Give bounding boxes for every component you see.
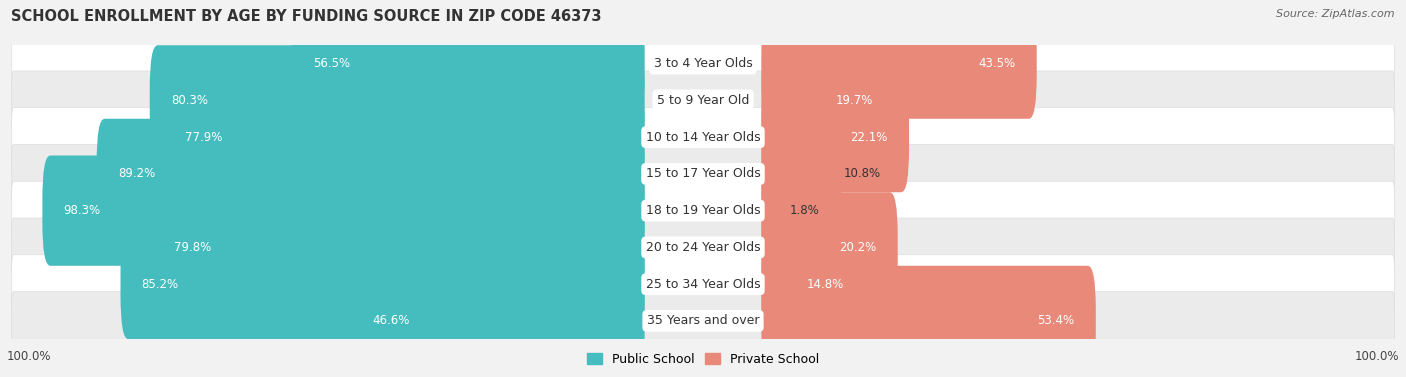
Text: 20.2%: 20.2% bbox=[839, 241, 876, 254]
FancyBboxPatch shape bbox=[11, 255, 1395, 314]
Text: 19.7%: 19.7% bbox=[837, 94, 873, 107]
FancyBboxPatch shape bbox=[761, 45, 894, 155]
FancyBboxPatch shape bbox=[42, 155, 645, 266]
FancyBboxPatch shape bbox=[11, 108, 1395, 167]
FancyBboxPatch shape bbox=[291, 8, 645, 119]
Text: 15 to 17 Year Olds: 15 to 17 Year Olds bbox=[645, 167, 761, 180]
FancyBboxPatch shape bbox=[761, 155, 787, 266]
Text: 14.8%: 14.8% bbox=[807, 278, 845, 291]
FancyBboxPatch shape bbox=[121, 229, 645, 339]
Text: 43.5%: 43.5% bbox=[979, 57, 1015, 70]
FancyBboxPatch shape bbox=[761, 119, 842, 229]
Legend: Public School, Private School: Public School, Private School bbox=[582, 348, 824, 371]
Text: Source: ZipAtlas.com: Source: ZipAtlas.com bbox=[1277, 9, 1395, 20]
FancyBboxPatch shape bbox=[11, 181, 1395, 240]
FancyBboxPatch shape bbox=[165, 82, 645, 192]
Text: 22.1%: 22.1% bbox=[851, 131, 887, 144]
Text: 100.0%: 100.0% bbox=[1354, 350, 1399, 363]
FancyBboxPatch shape bbox=[761, 8, 1036, 119]
Text: 98.3%: 98.3% bbox=[63, 204, 101, 217]
FancyBboxPatch shape bbox=[761, 229, 866, 339]
FancyBboxPatch shape bbox=[11, 144, 1395, 203]
Text: 18 to 19 Year Olds: 18 to 19 Year Olds bbox=[645, 204, 761, 217]
Text: 85.2%: 85.2% bbox=[142, 278, 179, 291]
Text: 25 to 34 Year Olds: 25 to 34 Year Olds bbox=[645, 278, 761, 291]
Text: 79.8%: 79.8% bbox=[174, 241, 211, 254]
FancyBboxPatch shape bbox=[149, 45, 645, 155]
Text: 3 to 4 Year Olds: 3 to 4 Year Olds bbox=[654, 57, 752, 70]
Text: 80.3%: 80.3% bbox=[172, 94, 208, 107]
FancyBboxPatch shape bbox=[11, 71, 1395, 130]
FancyBboxPatch shape bbox=[761, 82, 910, 192]
Text: 100.0%: 100.0% bbox=[7, 350, 52, 363]
Text: 5 to 9 Year Old: 5 to 9 Year Old bbox=[657, 94, 749, 107]
Text: 77.9%: 77.9% bbox=[186, 131, 222, 144]
Text: 10 to 14 Year Olds: 10 to 14 Year Olds bbox=[645, 131, 761, 144]
FancyBboxPatch shape bbox=[11, 34, 1395, 93]
FancyBboxPatch shape bbox=[11, 218, 1395, 277]
Text: 20 to 24 Year Olds: 20 to 24 Year Olds bbox=[645, 241, 761, 254]
FancyBboxPatch shape bbox=[153, 192, 645, 302]
Text: 35 Years and over: 35 Years and over bbox=[647, 314, 759, 327]
Text: 56.5%: 56.5% bbox=[314, 57, 350, 70]
FancyBboxPatch shape bbox=[11, 291, 1395, 350]
Text: 89.2%: 89.2% bbox=[118, 167, 155, 180]
FancyBboxPatch shape bbox=[350, 266, 645, 376]
Text: SCHOOL ENROLLMENT BY AGE BY FUNDING SOURCE IN ZIP CODE 46373: SCHOOL ENROLLMENT BY AGE BY FUNDING SOUR… bbox=[11, 9, 602, 25]
FancyBboxPatch shape bbox=[761, 266, 1095, 376]
Text: 1.8%: 1.8% bbox=[790, 204, 820, 217]
Text: 46.6%: 46.6% bbox=[373, 314, 409, 327]
FancyBboxPatch shape bbox=[97, 119, 645, 229]
FancyBboxPatch shape bbox=[761, 192, 898, 302]
Text: 53.4%: 53.4% bbox=[1038, 314, 1074, 327]
Text: 10.8%: 10.8% bbox=[844, 167, 880, 180]
